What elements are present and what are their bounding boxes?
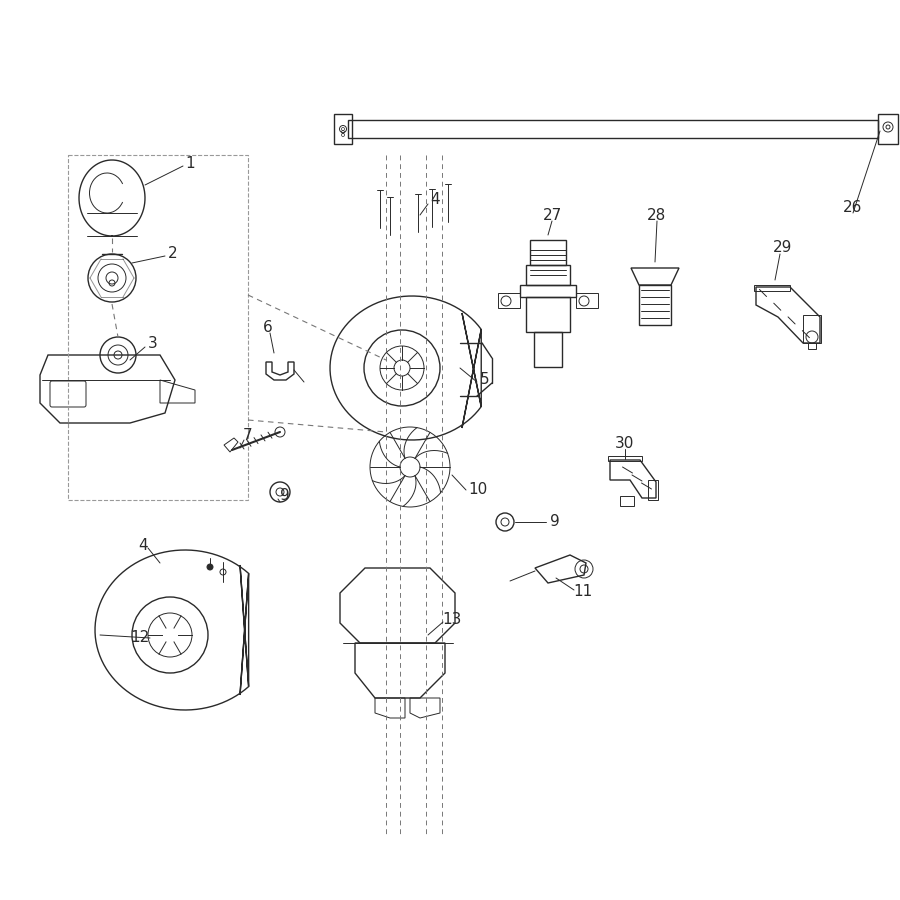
- Bar: [526, 265, 570, 285]
- Text: 27: 27: [543, 208, 562, 222]
- Text: 3: 3: [148, 336, 157, 350]
- Bar: [576, 293, 598, 308]
- Text: 2: 2: [168, 246, 178, 260]
- Bar: [526, 297, 570, 332]
- Text: 28: 28: [647, 208, 667, 222]
- Text: 5: 5: [481, 373, 490, 388]
- Bar: [520, 285, 576, 297]
- Bar: [348, 120, 878, 138]
- Text: 1: 1: [185, 156, 194, 170]
- Text: 10: 10: [468, 482, 488, 498]
- Text: 9: 9: [550, 515, 560, 529]
- Text: 6: 6: [263, 320, 273, 336]
- Text: 26: 26: [843, 201, 863, 215]
- Bar: [334, 114, 352, 144]
- Bar: [648, 480, 658, 500]
- Bar: [608, 456, 642, 461]
- Text: 7: 7: [243, 428, 253, 443]
- Circle shape: [207, 564, 213, 570]
- Bar: [498, 293, 520, 308]
- Text: 13: 13: [442, 613, 462, 627]
- Text: 30: 30: [616, 436, 634, 451]
- Bar: [808, 343, 816, 349]
- Text: 12: 12: [130, 631, 149, 645]
- Text: 29: 29: [773, 240, 793, 256]
- Text: 4: 4: [430, 193, 440, 208]
- Text: 11: 11: [573, 584, 592, 599]
- Bar: [639, 285, 671, 325]
- Bar: [534, 332, 562, 367]
- Bar: [878, 114, 898, 144]
- Bar: [530, 240, 566, 265]
- Bar: [803, 315, 821, 343]
- Text: 9: 9: [280, 488, 290, 502]
- Bar: [754, 285, 790, 291]
- Text: 4: 4: [139, 537, 148, 553]
- Bar: [620, 496, 634, 506]
